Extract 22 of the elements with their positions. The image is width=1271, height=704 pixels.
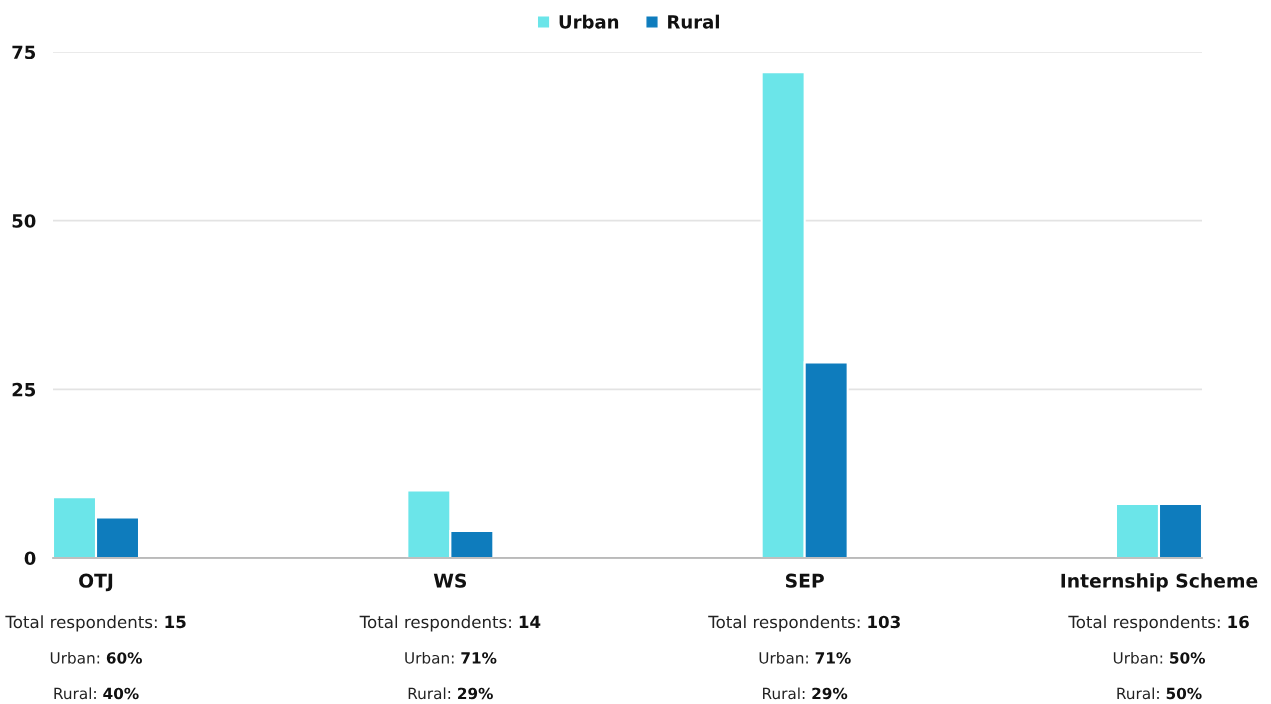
x-tick-label: WS	[433, 573, 467, 588]
text: Urban: 50%	[1113, 651, 1206, 664]
y-tick-label: 75	[12, 45, 36, 60]
y-tick-label: 0	[24, 551, 36, 566]
y-tick-label: 50	[12, 214, 36, 228]
text: Rural: 50%	[1117, 687, 1202, 700]
y-tick-label: 25	[12, 382, 36, 397]
x-tick-label: SEP	[785, 573, 824, 588]
legend-label: Urban	[559, 14, 619, 29]
x-tick-label: Internship Scheme	[1061, 573, 1258, 592]
text: Rural: 29%	[408, 687, 493, 700]
text: Urban: 71%	[405, 651, 497, 664]
x-tick-label: OTJ	[79, 573, 113, 592]
text: Rural: 29%	[763, 687, 848, 700]
text: Total respondents: 15	[5, 615, 186, 632]
legend-label: Rural	[668, 14, 719, 29]
text: Rural: 40%	[54, 687, 139, 700]
text: Total respondents: 103	[708, 615, 900, 632]
text: Total respondents: 16	[1068, 615, 1249, 632]
text: Urban: 71%	[759, 651, 851, 664]
text: Urban: 60%	[50, 651, 142, 664]
text: Total respondents: 14	[359, 615, 541, 632]
